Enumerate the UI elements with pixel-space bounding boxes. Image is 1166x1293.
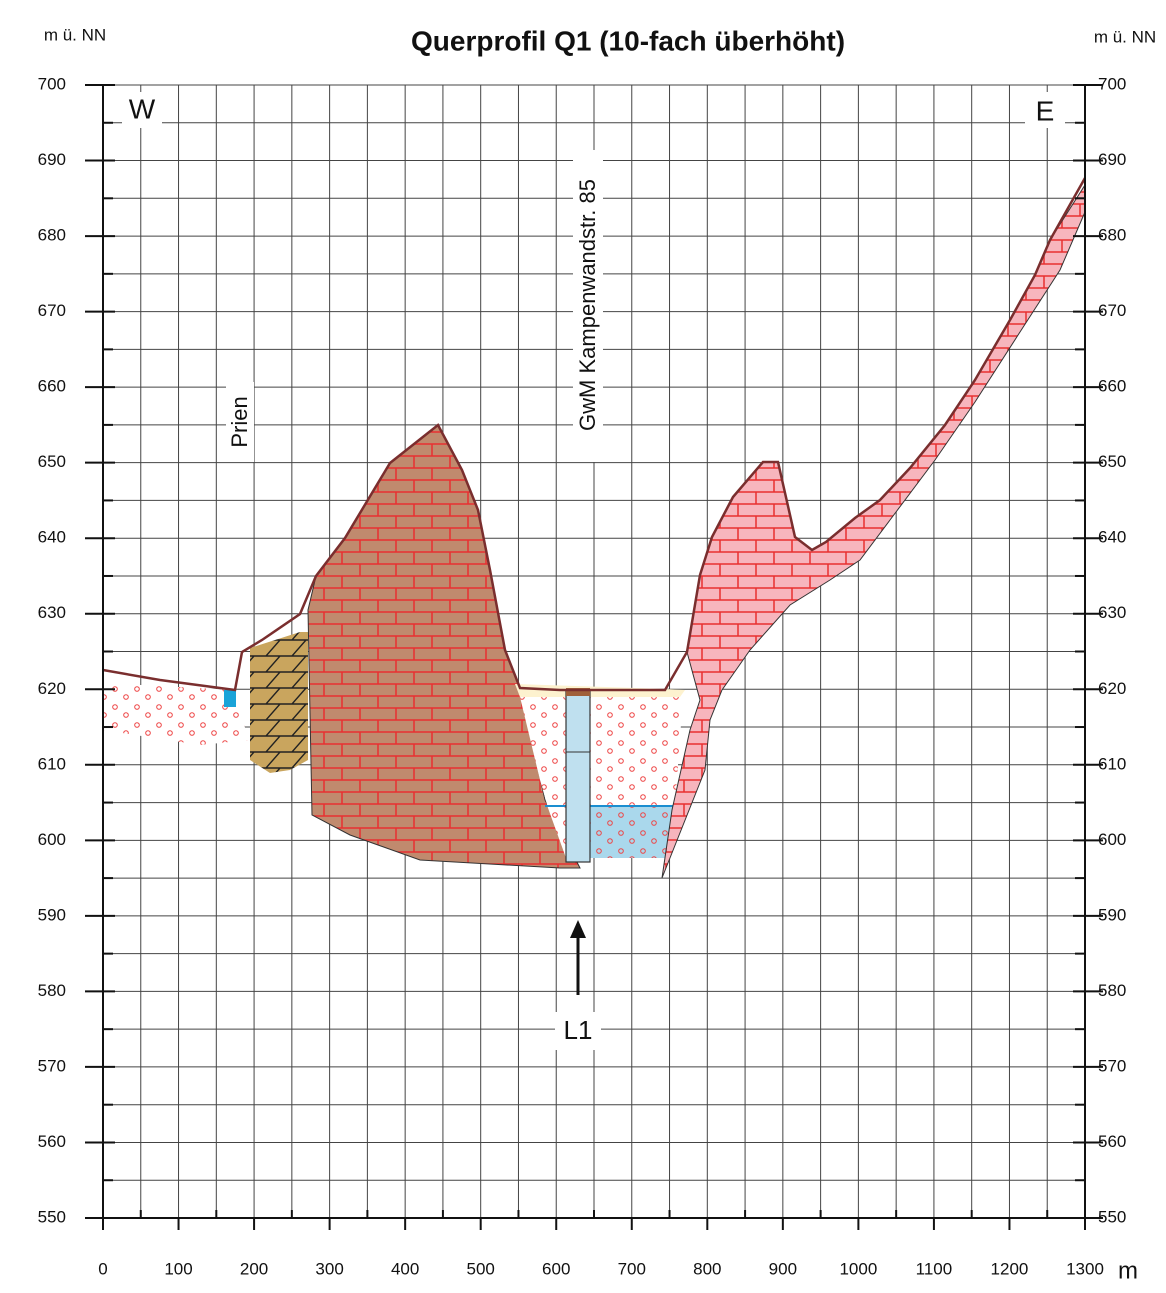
y-tick-label-right: 650 bbox=[1098, 452, 1126, 471]
x-tick-label: 1000 bbox=[839, 1259, 877, 1278]
y-tick-label-right: 700 bbox=[1098, 74, 1126, 93]
x-tick-label: 1200 bbox=[991, 1259, 1029, 1278]
y-tick-label-left: 590 bbox=[38, 905, 66, 924]
x-tick-label: 800 bbox=[693, 1259, 721, 1278]
y-tick-label-right: 580 bbox=[1098, 981, 1126, 1000]
x-tick-label: 200 bbox=[240, 1259, 268, 1278]
x-tick-label: 1300 bbox=[1066, 1259, 1104, 1278]
river-water bbox=[224, 690, 236, 707]
labels: W E Prien GwM Kampenwandstr. 85 L1 bbox=[122, 92, 1065, 1050]
gravel-left bbox=[103, 683, 250, 745]
y-tick-label-right: 640 bbox=[1098, 528, 1126, 547]
limestone-pink bbox=[661, 183, 1086, 879]
y-tick-label-left: 550 bbox=[38, 1207, 66, 1226]
east-label: E bbox=[1036, 95, 1055, 126]
y-tick-label-left: 560 bbox=[38, 1132, 66, 1151]
y-tick-label-right: 680 bbox=[1098, 226, 1126, 245]
x-tick-label: 300 bbox=[315, 1259, 343, 1278]
y-tick-label-right: 550 bbox=[1098, 1207, 1126, 1226]
y-tick-label-left: 670 bbox=[38, 301, 66, 320]
x-tick-label: 700 bbox=[618, 1259, 646, 1278]
river-label: Prien bbox=[227, 396, 252, 447]
geology bbox=[102, 177, 1087, 879]
y-tick-label-left: 640 bbox=[38, 528, 66, 547]
y-tick-label-right: 600 bbox=[1098, 830, 1126, 849]
y-tick-label-left: 660 bbox=[38, 377, 66, 396]
y-tick-label-left: 630 bbox=[38, 603, 66, 622]
y-tick-label-right: 660 bbox=[1098, 377, 1126, 396]
y-tick-label-left: 570 bbox=[38, 1056, 66, 1075]
y-tick-label-right: 630 bbox=[1098, 603, 1126, 622]
y-tick-label-left: 690 bbox=[38, 150, 66, 169]
x-tick-label: 500 bbox=[467, 1259, 495, 1278]
x-tick-label: 600 bbox=[542, 1259, 570, 1278]
y-tick-label-right: 610 bbox=[1098, 754, 1126, 773]
y-tick-label-right: 590 bbox=[1098, 905, 1126, 924]
y-tick-label-right: 570 bbox=[1098, 1056, 1126, 1075]
well bbox=[565, 689, 591, 863]
y-tick-label-right: 670 bbox=[1098, 301, 1126, 320]
section-label: L1 bbox=[564, 1015, 593, 1045]
title: Querprofil Q1 (10-fach überhöht) bbox=[411, 25, 845, 56]
y-unit-right: m ü. NN bbox=[1094, 27, 1156, 46]
well-label: GwM Kampenwandstr. 85 bbox=[575, 179, 600, 431]
x-tick-label: 0 bbox=[98, 1259, 107, 1278]
limestone-brown bbox=[307, 424, 581, 869]
west-label: W bbox=[129, 93, 156, 124]
x-tick-label: 900 bbox=[769, 1259, 797, 1278]
x-unit: m bbox=[1118, 1257, 1138, 1284]
x-tick-label: 100 bbox=[164, 1259, 192, 1278]
y-tick-label-left: 700 bbox=[38, 74, 66, 93]
y-tick-label-left: 610 bbox=[38, 754, 66, 773]
sandstone bbox=[250, 632, 308, 773]
y-tick-label-right: 560 bbox=[1098, 1132, 1126, 1151]
x-tick-label: 400 bbox=[391, 1259, 419, 1278]
terrain-surface bbox=[102, 177, 1087, 692]
y-tick-label-left: 650 bbox=[38, 452, 66, 471]
groundwater bbox=[590, 806, 673, 858]
x-tick-label: 1100 bbox=[916, 1259, 953, 1278]
y-unit-left: m ü. NN bbox=[44, 25, 106, 44]
y-tick-label-right: 690 bbox=[1098, 150, 1126, 169]
well-cap bbox=[566, 688, 590, 696]
gravel-right bbox=[590, 697, 683, 806]
y-tick-label-right: 620 bbox=[1098, 679, 1126, 698]
y-tick-label-left: 680 bbox=[38, 226, 66, 245]
y-tick-label-left: 580 bbox=[38, 981, 66, 1000]
y-tick-label-left: 620 bbox=[38, 679, 66, 698]
y-tick-label-left: 600 bbox=[38, 830, 66, 849]
gravel-middle bbox=[520, 697, 566, 858]
